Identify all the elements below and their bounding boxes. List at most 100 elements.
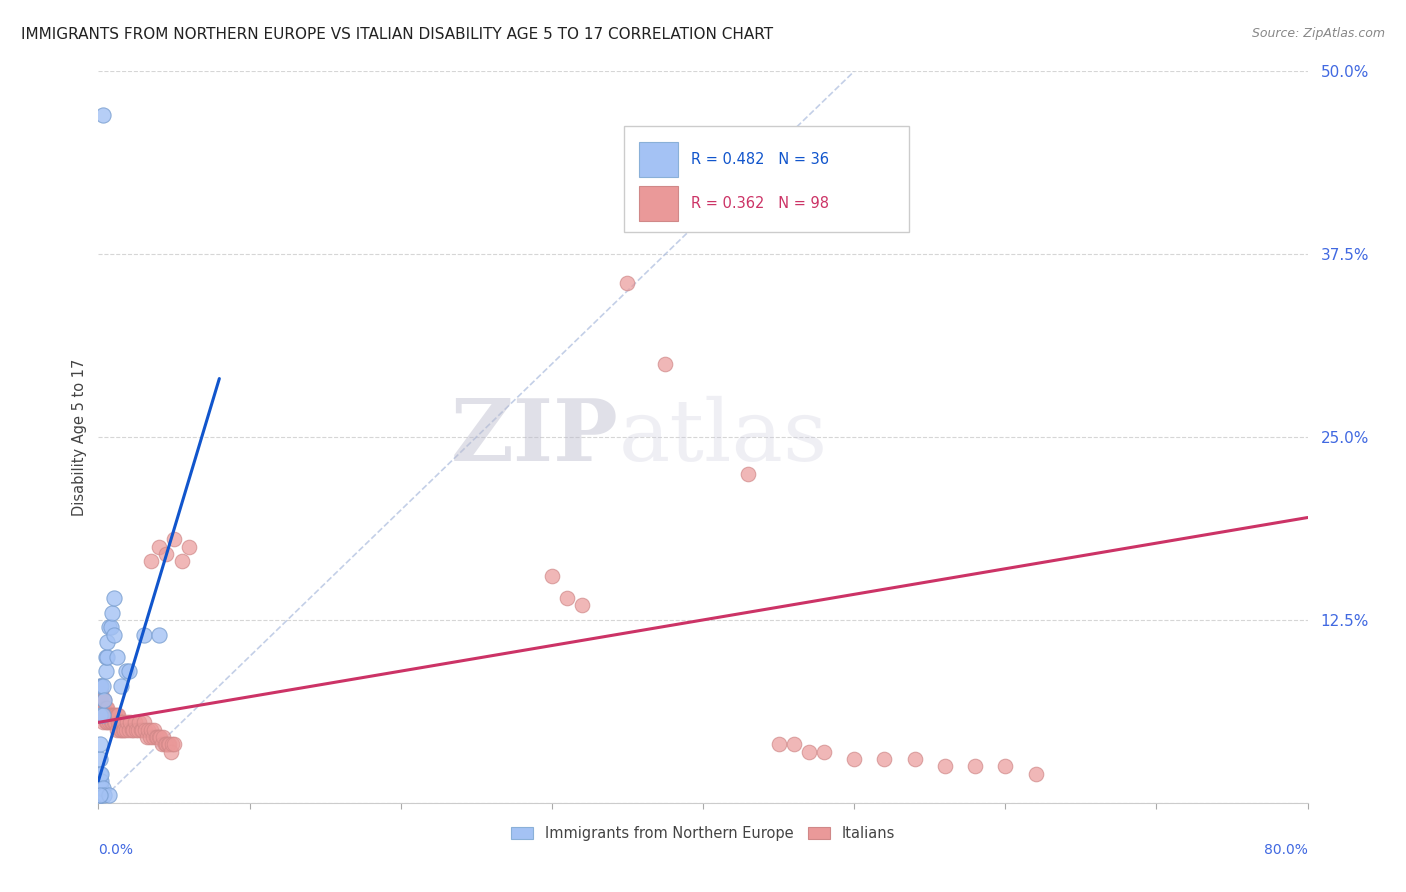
Point <box>124 715 146 730</box>
Point <box>148 540 170 554</box>
Point <box>107 715 129 730</box>
Point <box>111 723 134 737</box>
Point <box>91 708 114 723</box>
Point <box>797 745 820 759</box>
Text: IMMIGRANTS FROM NORTHERN EUROPE VS ITALIAN DISABILITY AGE 5 TO 17 CORRELATION CH: IMMIGRANTS FROM NORTHERN EUROPE VS ITALI… <box>21 27 773 42</box>
Point <box>934 759 956 773</box>
Point <box>994 759 1017 773</box>
Point <box>98 715 121 730</box>
Point <box>89 737 111 751</box>
Point <box>170 554 193 568</box>
Point <box>94 649 117 664</box>
Point <box>132 715 155 730</box>
Point <box>135 730 157 744</box>
Point <box>103 627 125 641</box>
Point <box>131 723 153 737</box>
Point <box>132 627 155 641</box>
Point <box>93 693 115 707</box>
Point <box>153 737 176 751</box>
Point <box>90 773 112 788</box>
Point <box>98 789 121 803</box>
Point <box>105 723 128 737</box>
Point <box>93 789 115 803</box>
Point <box>100 620 122 634</box>
Legend: Immigrants from Northern Europe, Italians: Immigrants from Northern Europe, Italian… <box>505 820 901 847</box>
Point <box>110 679 132 693</box>
Point <box>96 635 118 649</box>
Point <box>89 686 111 700</box>
Point <box>571 599 593 613</box>
Point <box>96 700 118 714</box>
Point <box>112 723 135 737</box>
Point <box>121 723 143 737</box>
Point <box>89 693 111 707</box>
Point <box>139 730 162 744</box>
Point <box>107 708 129 723</box>
Point <box>103 591 125 605</box>
Point <box>128 715 150 730</box>
Point <box>148 627 170 641</box>
Point <box>114 664 136 678</box>
Point <box>103 715 125 730</box>
Point <box>873 752 896 766</box>
Point <box>90 679 112 693</box>
Point <box>115 715 138 730</box>
Point <box>143 723 166 737</box>
Point <box>1024 766 1046 780</box>
Point <box>783 737 806 751</box>
Point <box>114 723 136 737</box>
Point <box>93 693 115 707</box>
Point <box>101 708 124 723</box>
Point <box>155 737 177 751</box>
Point <box>96 708 118 723</box>
Point <box>89 766 111 780</box>
Point <box>134 723 156 737</box>
Point <box>163 533 186 547</box>
Point <box>179 540 201 554</box>
Point <box>118 723 141 737</box>
Point <box>904 752 927 766</box>
Point <box>136 723 159 737</box>
Point <box>110 723 132 737</box>
Point <box>91 700 114 714</box>
Point <box>125 723 148 737</box>
Point <box>737 467 759 481</box>
Point <box>94 708 117 723</box>
Point <box>768 737 790 751</box>
Point <box>98 620 121 634</box>
Point <box>89 679 111 693</box>
Point <box>555 591 578 605</box>
Point <box>150 737 173 751</box>
Point <box>90 766 112 780</box>
Point <box>160 745 183 759</box>
Point <box>146 730 169 744</box>
Point <box>90 708 112 723</box>
Point <box>159 737 181 751</box>
Text: ZIP: ZIP <box>450 395 619 479</box>
Point <box>96 715 118 730</box>
Point <box>122 723 145 737</box>
Point <box>91 693 114 707</box>
Point <box>105 649 128 664</box>
Point <box>127 723 149 737</box>
Point <box>91 715 114 730</box>
Point <box>93 700 115 714</box>
Point <box>149 730 172 744</box>
Point <box>654 357 676 371</box>
Point <box>616 277 638 291</box>
Point <box>98 708 121 723</box>
FancyBboxPatch shape <box>638 143 678 178</box>
Point <box>155 547 177 561</box>
Point <box>94 664 117 678</box>
Point <box>162 737 184 751</box>
Point <box>108 723 131 737</box>
Point <box>120 715 142 730</box>
Point <box>89 708 111 723</box>
Text: 80.0%: 80.0% <box>1264 843 1308 857</box>
Point <box>965 759 987 773</box>
Point <box>89 789 111 803</box>
Point <box>89 700 111 714</box>
Text: atlas: atlas <box>619 395 828 479</box>
Point <box>105 708 128 723</box>
Point <box>813 745 835 759</box>
